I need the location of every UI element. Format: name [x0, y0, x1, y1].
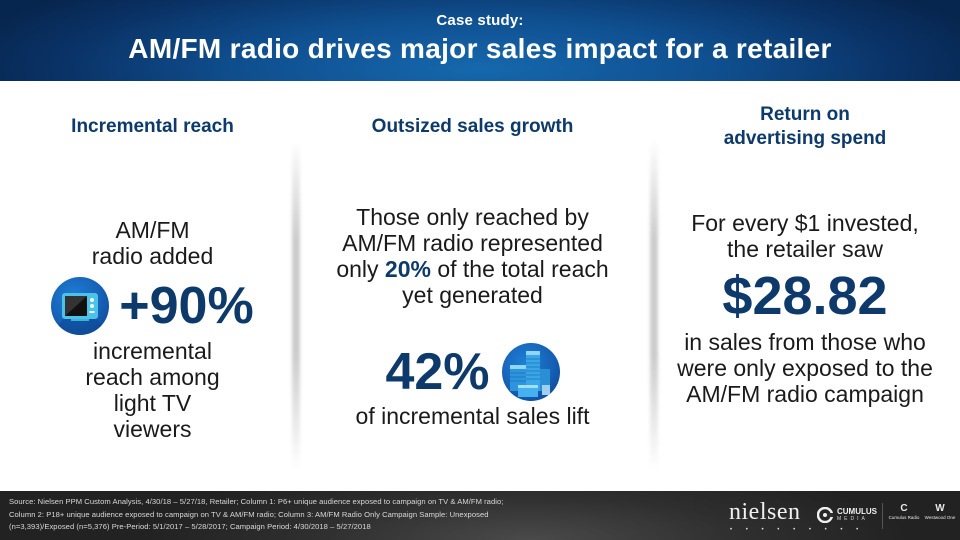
nielsen-logo-dots: • • • • • • • • • [730, 527, 865, 533]
cash-stacks-icon [501, 343, 560, 401]
cumulus-wordmark: CUMULUS [837, 507, 877, 516]
sales-lift-stat: 42% [385, 343, 490, 401]
westwood-one-logo: W Westwood One [923, 503, 957, 520]
reach-stat: +90% [119, 277, 254, 335]
sales-intro-text: Those only reached by AM/FM radio repres… [300, 204, 645, 308]
title-banner: Case study: AM/FM radio drives major sal… [0, 0, 960, 81]
cumulus-media-sub: MEDIA [837, 516, 868, 522]
westwood-one-mark-icon: W [935, 503, 945, 514]
roas-stat: $28.82 [722, 266, 888, 326]
sales-intro-part-b: of the total reach yet generated [402, 256, 609, 308]
nielsen-logo: nielsen [729, 499, 801, 525]
sales-intro-part-a: Those only reached by AM/FM radio repres… [336, 204, 603, 282]
roas-column: Return on advertising spend For every $1… [660, 96, 950, 466]
cumulus-radio-logo: C Cumulus Radio [887, 503, 921, 520]
column-divider [650, 140, 658, 470]
reach-intro-text: AM/FM radio added [91, 217, 214, 269]
tv-icon [51, 277, 110, 335]
partner-logos: nielsen • • • • • • • • • CUMULUS MEDIA … [725, 497, 955, 533]
sales-growth-column: Outsized sales growth Those only reached… [300, 96, 645, 466]
source-line: Column 2: P18+ unique audience exposed t… [9, 509, 489, 519]
roas-intro-line2: the retailer saw [727, 236, 883, 262]
case-study-kicker: Case study: [436, 12, 524, 29]
column-divider [292, 140, 300, 470]
incremental-reach-column: Incremental reach AM/FM radio added +90%… [20, 96, 285, 466]
reach-detail-text: incremental reach among light TV viewers [85, 338, 220, 442]
source-note: Source: Nielsen PPM Custom Analysis, 4/3… [9, 496, 689, 534]
reach-share-highlight: 20% [384, 256, 431, 282]
column-heading: Incremental reach [71, 116, 234, 137]
cumulus-radio-mark-icon: C [900, 503, 908, 514]
column-heading-line1: Return on [760, 104, 850, 125]
logo-separator [882, 503, 883, 529]
sales-stat-row: 42% [300, 340, 645, 404]
roas-intro-line1: For every $1 invested, [691, 210, 919, 236]
cumulus-media-logo: CUMULUS MEDIA [817, 507, 877, 523]
source-footer: Source: Nielsen PPM Custom Analysis, 4/3… [0, 491, 960, 540]
cumulus-c-icon [817, 507, 833, 523]
roas-detail-text: in sales from those who were only expose… [677, 329, 933, 407]
roas-intro-text: For every $1 invested, the retailer saw [660, 210, 950, 262]
column-heading: Outsized sales growth [371, 116, 574, 137]
cumulus-radio-label: Cumulus Radio [888, 515, 920, 520]
column-heading: Return on advertising spend [660, 103, 950, 151]
reach-stat-row: +90% [20, 276, 285, 336]
source-line: Source: Nielsen PPM Custom Analysis, 4/3… [9, 497, 504, 506]
sales-detail-text: of incremental sales lift [355, 403, 590, 429]
source-line: (n=3,393)/Exposed (n=5,376) Pre-Period: … [9, 522, 371, 531]
column-heading-line2: advertising spend [723, 128, 887, 149]
slide-title: AM/FM radio drives major sales impact fo… [128, 33, 832, 64]
westwood-one-label: Westwood One [924, 515, 956, 520]
